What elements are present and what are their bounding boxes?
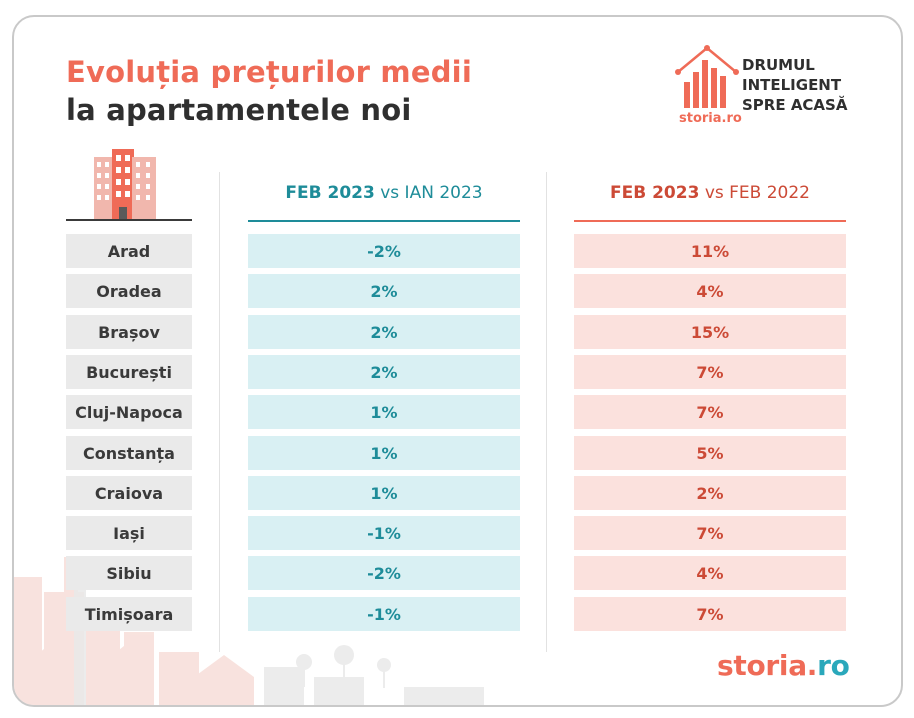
infographic-card: Evoluția prețurilor medii la apartamente…: [12, 15, 903, 707]
brand-ro: ro: [817, 649, 850, 682]
yoy-change-cell: 4%: [574, 556, 846, 590]
city-label: Arad: [66, 234, 192, 268]
mom-change-cell: -1%: [248, 597, 520, 631]
column-header-bold: FEB 2023: [285, 183, 375, 203]
column-divider: [219, 172, 220, 652]
yoy-change-cell: 2%: [574, 476, 846, 510]
title-line-2: la apartamentele noi: [66, 93, 412, 127]
logo-wordmark: storia: [679, 111, 722, 126]
yoy-change-cell: 7%: [574, 597, 846, 631]
storia-brand-logo: storia.ro: [717, 649, 850, 682]
city-label: Cluj-Napoca: [66, 395, 192, 429]
city-label: Constanța: [66, 436, 192, 470]
mom-change-cell: -2%: [248, 556, 520, 590]
column-divider: [546, 172, 547, 652]
mom-change-cell: 1%: [248, 395, 520, 429]
yoy-change-cell: 11%: [574, 234, 846, 268]
mom-change-cell: 1%: [248, 436, 520, 470]
column-header-rest: vs FEB 2022: [699, 183, 810, 203]
column-header-yoy: FEB 2023 vs FEB 2022: [574, 183, 846, 203]
brand-dot: .: [806, 649, 818, 682]
column-header-bold: FEB 2023: [610, 183, 700, 203]
yoy-change-cell: 7%: [574, 516, 846, 550]
column-header-underline: [248, 220, 520, 222]
city-label: București: [66, 355, 192, 389]
slogan: DRUMUL INTELIGENT SPRE ACASĂ: [742, 55, 847, 115]
yoy-change-cell: 5%: [574, 436, 846, 470]
city-label: Craiova: [66, 476, 192, 510]
slogan-line: SPRE ACASĂ: [742, 96, 848, 114]
yoy-change-cell: 7%: [574, 395, 846, 429]
city-label: Timișoara: [66, 597, 192, 631]
yoy-change-cell: 4%: [574, 274, 846, 308]
slogan-line: DRUMUL: [742, 56, 815, 74]
mom-change-cell: 2%: [248, 315, 520, 349]
city-label: Brașov: [66, 315, 192, 349]
yoy-change-cell: 15%: [574, 315, 846, 349]
mom-change-cell: -1%: [248, 516, 520, 550]
house-bars-logo-icon: [675, 45, 739, 108]
mom-change-cell: 1%: [248, 476, 520, 510]
mom-change-cell: 2%: [248, 274, 520, 308]
city-label: Sibiu: [66, 556, 192, 590]
city-label: Oradea: [66, 274, 192, 308]
city-label: Iași: [66, 516, 192, 550]
column-header-rest: vs IAN 2023: [374, 183, 483, 203]
mom-change-cell: 2%: [248, 355, 520, 389]
slogan-line: INTELIGENT: [742, 76, 842, 94]
column-header-mom: FEB 2023 vs IAN 2023: [248, 183, 520, 203]
logo-wordmark-ro: .ro: [721, 111, 742, 126]
column-header-underline: [574, 220, 846, 222]
brand-main: storia: [717, 649, 807, 682]
mom-change-cell: -2%: [248, 234, 520, 268]
apartment-building-icon: [66, 149, 192, 221]
yoy-change-cell: 7%: [574, 355, 846, 389]
title-line-1: Evoluția prețurilor medii: [66, 55, 472, 89]
storia-small-logo: storia.ro: [679, 111, 742, 126]
